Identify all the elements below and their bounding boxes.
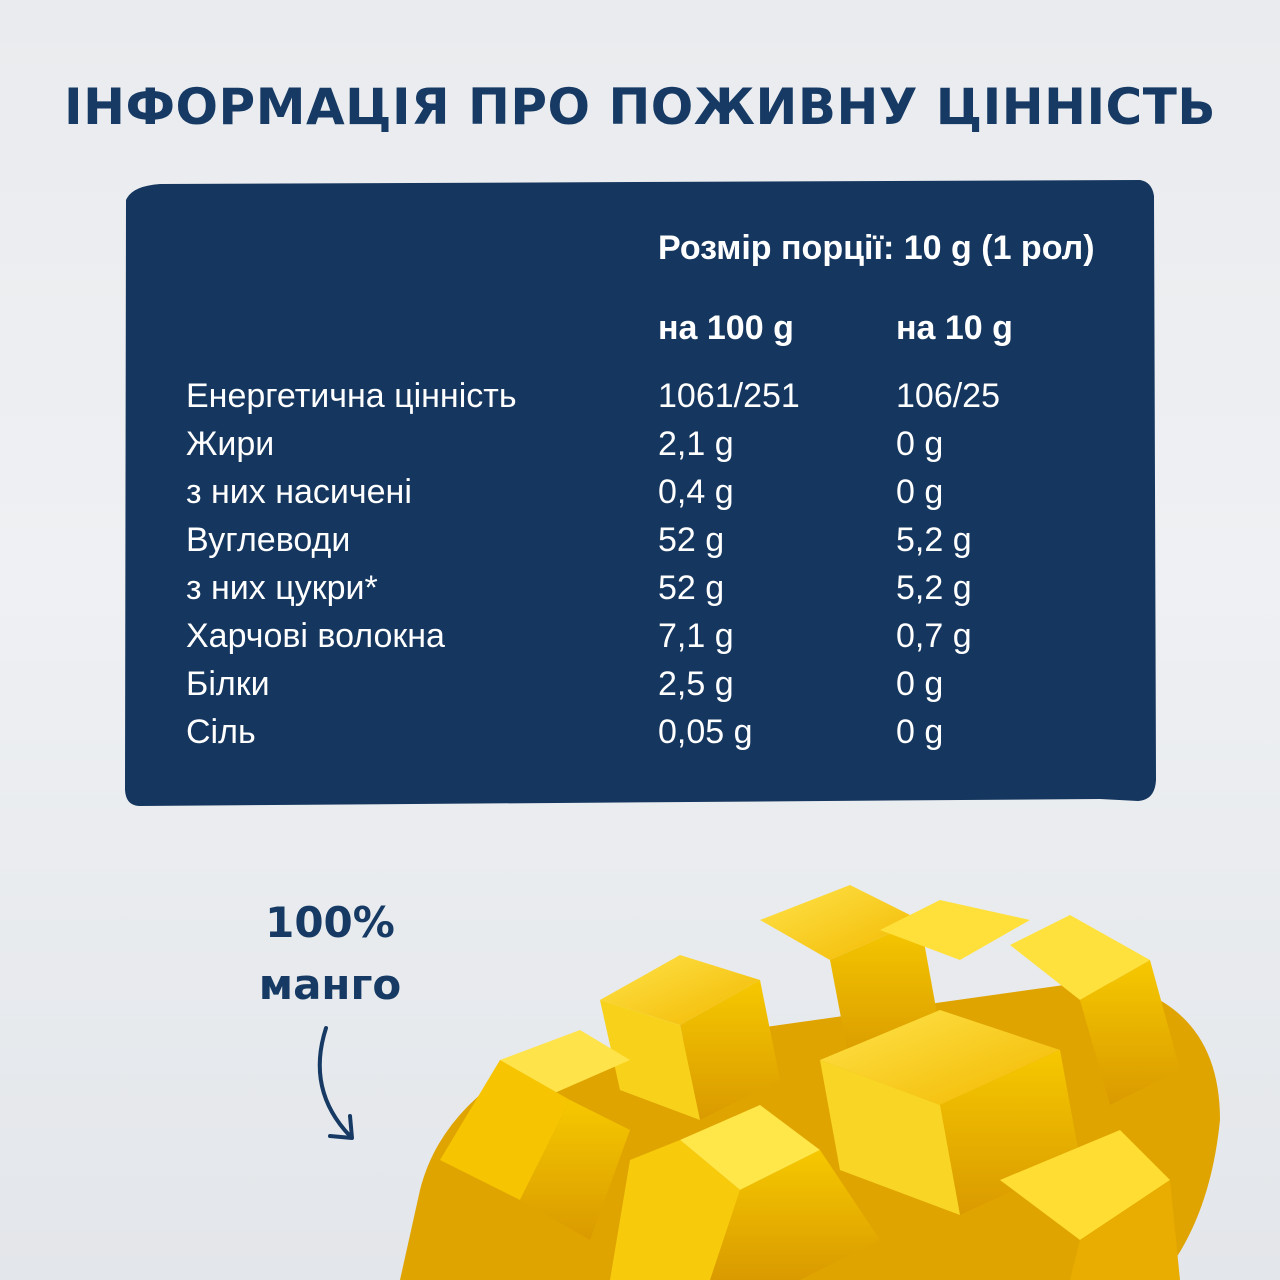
value-per-100g: 2,5 g bbox=[658, 665, 734, 703]
value-per-10g: 5,2 g bbox=[896, 521, 972, 559]
nutrition-row: Енергетична цінність 1061/251 106/25 bbox=[186, 372, 1086, 420]
claim-percent: 100% bbox=[265, 898, 395, 947]
nutrient-name: Жири bbox=[186, 425, 275, 463]
value-per-10g: 0,7 g bbox=[896, 617, 972, 655]
value-per-10g: 0 g bbox=[896, 473, 944, 511]
serving-size: Розмір порції: 10 g (1 рол) bbox=[658, 229, 1095, 267]
column-header-per-100g: на 100 g bbox=[658, 309, 794, 347]
nutrition-row: Сіль 0,05 g 0 g bbox=[186, 708, 1086, 756]
nutrition-row: з них насичені 0,4 g 0 g bbox=[186, 468, 1086, 516]
value-per-10g: 0 g bbox=[896, 665, 944, 703]
nutrition-row: Білки 2,5 g 0 g bbox=[186, 660, 1086, 708]
value-per-100g: 0,05 g bbox=[658, 713, 753, 751]
nutrient-name: Вуглеводи bbox=[186, 521, 351, 559]
column-header-per-10g: на 10 g bbox=[896, 309, 1013, 347]
value-per-100g: 52 g bbox=[658, 569, 725, 607]
product-claim: 100% манго bbox=[230, 892, 430, 1016]
value-per-100g: 0,4 g bbox=[658, 473, 734, 511]
value-per-10g: 106/25 bbox=[896, 377, 1000, 415]
nutrition-row: з них цукри* 52 g 5,2 g bbox=[186, 564, 1086, 612]
value-per-100g: 1061/251 bbox=[658, 377, 800, 415]
nutrition-row: Жири 2,1 g 0 g bbox=[186, 420, 1086, 468]
nutrition-rows: Енергетична цінність 1061/251 106/25 Жир… bbox=[186, 372, 1086, 756]
nutrition-row: Вуглеводи 52 g 5,2 g bbox=[186, 516, 1086, 564]
claim-mango: манго bbox=[258, 960, 402, 1009]
nutrient-name: Харчові волокна bbox=[186, 617, 445, 655]
nutrient-name: Сіль bbox=[186, 713, 256, 751]
value-per-100g: 7,1 g bbox=[658, 617, 734, 655]
value-per-10g: 0 g bbox=[896, 713, 944, 751]
nutrition-row: Харчові волокна 7,1 g 0,7 g bbox=[186, 612, 1086, 660]
page-title: ІНФОРМАЦІЯ ПРО ПОЖИВНУ ЦІННІСТЬ bbox=[64, 78, 1216, 136]
nutrient-name: з них цукри* bbox=[186, 569, 378, 607]
value-per-10g: 5,2 g bbox=[896, 569, 972, 607]
mango-image bbox=[400, 885, 1220, 1280]
value-per-10g: 0 g bbox=[896, 425, 944, 463]
value-per-100g: 52 g bbox=[658, 521, 725, 559]
nutrient-name: Енергетична цінність bbox=[186, 377, 517, 415]
curved-arrow-icon bbox=[317, 1026, 354, 1140]
nutrient-name: з них насичені bbox=[186, 473, 412, 511]
nutrient-name: Білки bbox=[186, 665, 270, 703]
value-per-100g: 2,1 g bbox=[658, 425, 734, 463]
